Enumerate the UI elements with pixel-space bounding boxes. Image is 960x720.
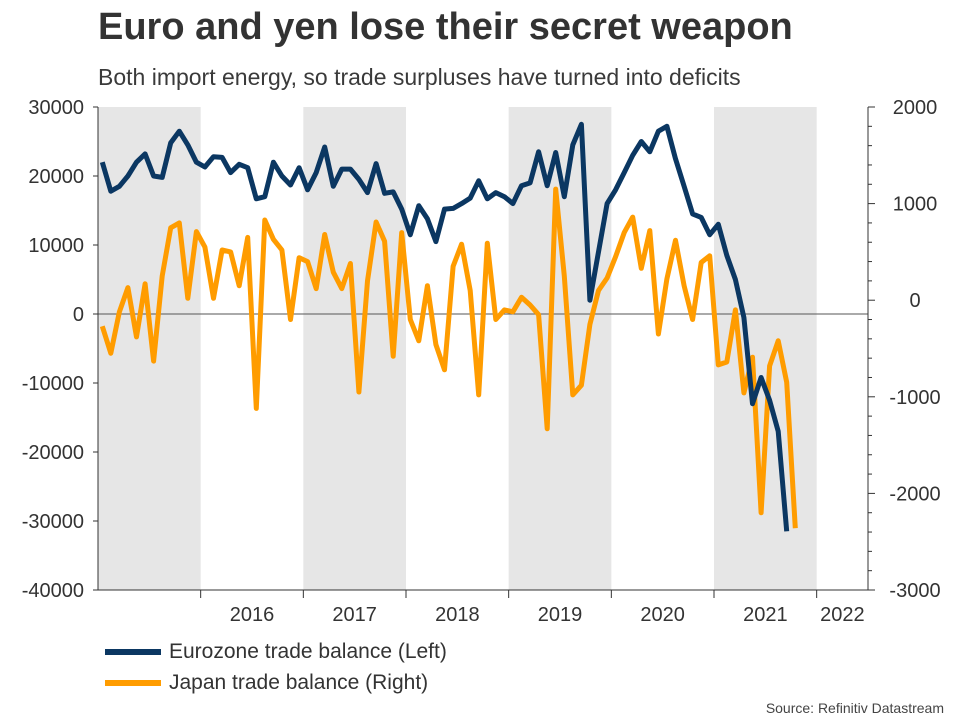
left-tick-label: -20000 — [22, 442, 84, 464]
left-tick-label: 20000 — [28, 166, 84, 188]
legend: Eurozone trade balance (Left) Japan trad… — [105, 636, 447, 698]
legend-item-japan: Japan trade balance (Right) — [105, 667, 447, 698]
x-tick-label-2018: 2018 — [435, 604, 480, 626]
legend-swatch-japan — [105, 679, 161, 686]
left-tick-label: -10000 — [22, 373, 84, 395]
euro-line — [99, 121, 790, 532]
x-tick-label-2022: 2022 — [820, 604, 865, 626]
source-note: Source: Refinitiv Datastream — [765, 700, 944, 716]
chart-title: Euro and yen lose their secret weapon — [98, 6, 793, 48]
left-tick-label: -40000 — [22, 580, 84, 602]
x-tick-label-2016: 2016 — [230, 604, 275, 626]
right-tick-label: 2000 — [893, 97, 938, 119]
right-tick-label: -3000 — [889, 580, 940, 602]
japan-line — [99, 186, 798, 529]
legend-label-euro: Eurozone trade balance (Left) — [169, 639, 447, 663]
legend-item-euro: Eurozone trade balance (Left) — [105, 636, 447, 667]
x-tick-label-2017: 2017 — [332, 604, 377, 626]
x-tick-label-2019: 2019 — [538, 604, 583, 626]
legend-swatch-euro — [105, 648, 161, 655]
right-tick-label: -2000 — [889, 483, 940, 505]
left-tick-label: 10000 — [28, 235, 84, 257]
left-tick-label: 0 — [73, 304, 84, 326]
left-tick-label: -30000 — [22, 511, 84, 533]
legend-label-japan: Japan trade balance (Right) — [169, 670, 429, 694]
right-tick-label: 1000 — [893, 194, 938, 216]
chart-subtitle: Both import energy, so trade surpluses h… — [98, 64, 741, 90]
left-tick-label: 30000 — [28, 97, 84, 119]
x-tick-label-2021: 2021 — [743, 604, 788, 626]
x-tick-label-2020: 2020 — [640, 604, 685, 626]
right-tick-label: 0 — [909, 290, 920, 312]
right-tick-label: -1000 — [889, 387, 940, 409]
